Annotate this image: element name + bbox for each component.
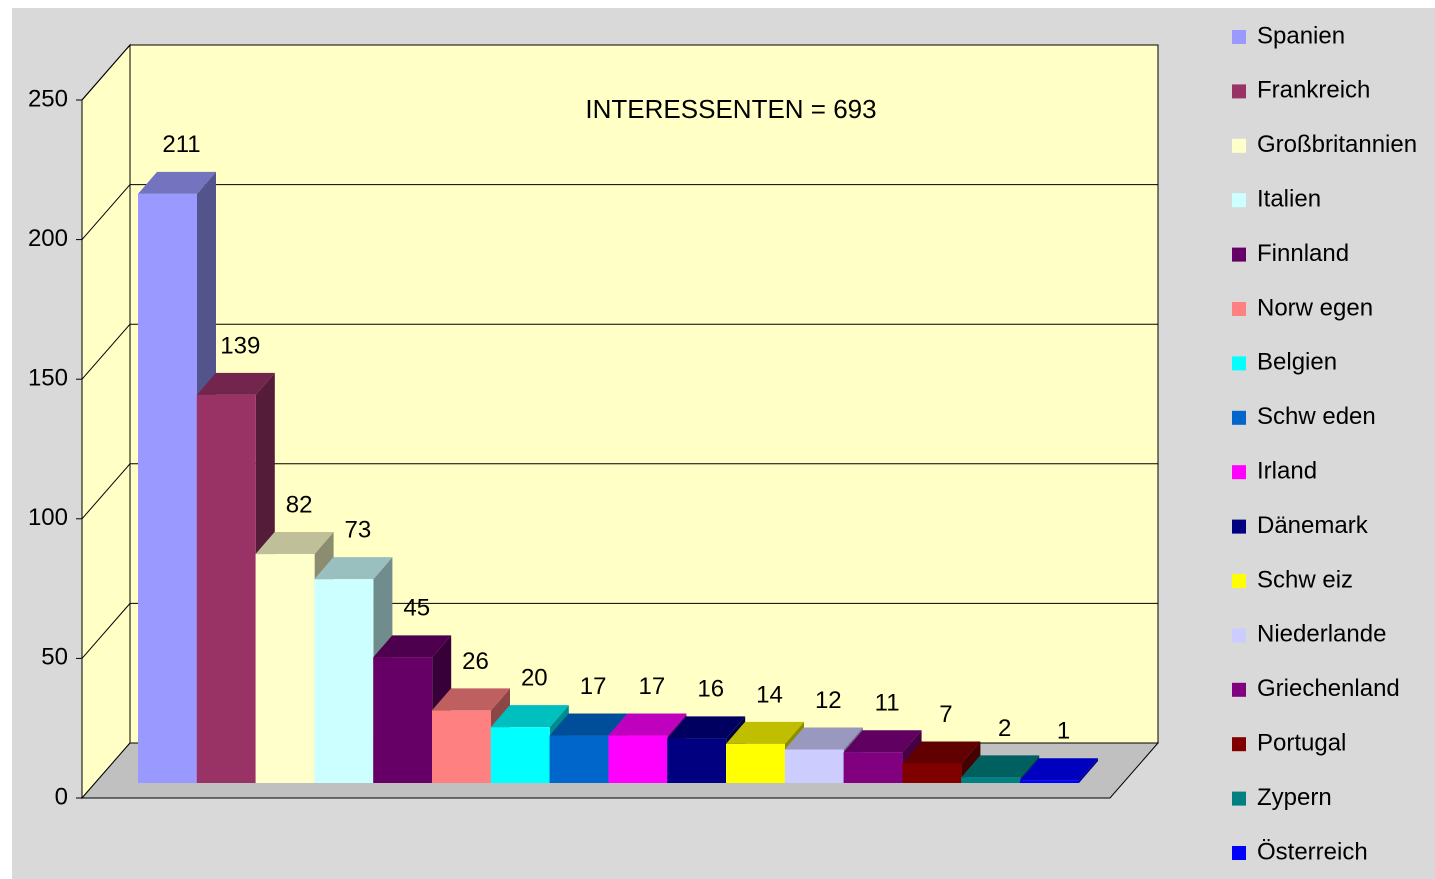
legend-swatch (1232, 737, 1246, 752)
bar (608, 735, 668, 783)
legend-label: Niederlande (1257, 621, 1386, 648)
legend-swatch (1232, 791, 1246, 806)
data-label: 11 (875, 690, 900, 717)
bar-top (843, 730, 922, 753)
legend-label: Norw egen (1257, 294, 1373, 321)
data-label: 211 (162, 131, 200, 158)
bar-top (490, 705, 569, 728)
legend-label: Portugal (1257, 730, 1346, 757)
legend-label: Österreich (1257, 838, 1368, 865)
data-label: 26 (462, 648, 489, 675)
bar (961, 777, 1021, 783)
legend-swatch (1232, 302, 1246, 316)
legend-swatch (1232, 193, 1246, 208)
legend-label: Zypern (1257, 784, 1332, 811)
bar-top (726, 721, 804, 744)
bar (255, 554, 315, 783)
bar (902, 763, 962, 783)
legend-swatch (1232, 846, 1246, 860)
bar (726, 743, 785, 783)
data-label: 17 (580, 673, 607, 700)
bar-top (667, 716, 746, 739)
bar (667, 738, 727, 783)
data-label: 16 (697, 676, 724, 703)
bar (373, 657, 433, 783)
data-label: 20 (521, 665, 548, 692)
grid-line (81, 463, 1158, 520)
data-label: 1 (1057, 718, 1070, 745)
data-label: 17 (639, 673, 666, 700)
bar-top (902, 741, 981, 764)
legend-label: Schw eden (1257, 403, 1376, 430)
side-wall (81, 43, 131, 800)
legend-swatch (1232, 247, 1246, 262)
bar-top (432, 688, 510, 711)
bar-top (196, 372, 275, 395)
annotation: INTERESSENTEN = 693 (585, 94, 876, 124)
bar (314, 579, 374, 783)
legend-label: Griechenland (1257, 675, 1400, 702)
y-tick-label: 100 (28, 504, 68, 531)
data-label: 12 (815, 687, 842, 714)
y-tick-label: 0 (55, 783, 68, 810)
legend-swatch (1232, 410, 1246, 425)
bar-top (138, 171, 216, 194)
legend-label: Schw eiz (1257, 566, 1353, 593)
bar-top (608, 713, 687, 736)
legend-label: Italien (1257, 186, 1321, 213)
legend-swatch (1232, 682, 1246, 697)
legend-swatch (1232, 519, 1246, 534)
legend-swatch (1232, 574, 1246, 588)
grid-line (81, 184, 1158, 240)
legend-swatch (1232, 30, 1246, 44)
bar (196, 394, 256, 783)
bar-top (549, 713, 628, 736)
bar-top (255, 532, 334, 555)
bar (784, 749, 844, 783)
y-tick-label: 150 (28, 365, 68, 392)
bar-top (961, 755, 1040, 778)
grid-line (81, 44, 1158, 101)
bar-top (784, 727, 863, 750)
bar (490, 727, 550, 783)
data-label: 82 (286, 491, 313, 518)
y-tick-label: 250 (28, 85, 68, 112)
data-label: 139 (220, 332, 260, 359)
legend-label: Dänemark (1257, 512, 1369, 539)
legend-swatch (1232, 356, 1246, 371)
data-label: 7 (939, 701, 952, 728)
bar-top (373, 635, 452, 658)
legend-swatch (1232, 465, 1246, 480)
bar (138, 193, 197, 783)
grid-line (81, 602, 1158, 659)
bar (843, 752, 903, 783)
data-label: 45 (403, 595, 430, 622)
bar (549, 735, 609, 783)
data-label: 73 (345, 517, 372, 544)
legend-label: Frankreich (1257, 77, 1370, 104)
legend-label: Finnland (1257, 240, 1349, 267)
legend-label: Belgien (1257, 349, 1337, 376)
data-label: 14 (756, 681, 783, 708)
legend-label: Spanien (1257, 22, 1345, 49)
legend-swatch (1232, 628, 1246, 643)
bar (1020, 780, 1079, 783)
legend-label: Irland (1257, 458, 1317, 485)
bar-top (1020, 758, 1098, 781)
bar-top (314, 557, 393, 580)
y-tick-label: 50 (41, 644, 68, 671)
legend-swatch (1232, 138, 1246, 153)
grid-line (81, 323, 1158, 380)
legend-swatch (1232, 84, 1246, 99)
y-tick-label: 200 (28, 225, 68, 252)
bar (432, 710, 491, 783)
data-label: 2 (998, 715, 1011, 742)
legend-label: Großbritannien (1257, 131, 1417, 158)
bar-side (1079, 758, 1098, 783)
